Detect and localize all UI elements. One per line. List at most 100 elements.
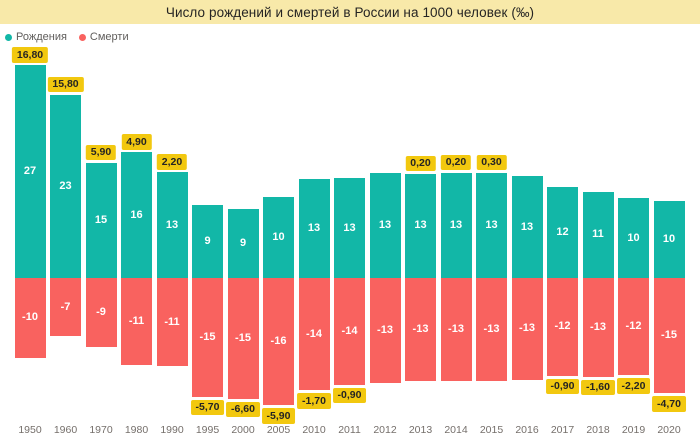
deaths-value-label: -7 — [60, 300, 71, 313]
births-value-label: 10 — [272, 231, 285, 244]
x-axis-year-label: 1980 — [124, 424, 149, 436]
births-bar[interactable]: 13 — [334, 178, 365, 278]
deaths-bar[interactable]: -14 — [298, 278, 330, 391]
natural-increase-badge: -6,60 — [226, 401, 260, 418]
births-value-label: 13 — [165, 218, 179, 231]
births-bar[interactable]: 13 — [156, 172, 188, 278]
births-bar[interactable]: 27 — [14, 65, 46, 278]
deaths-bar[interactable]: -12 — [618, 278, 649, 376]
births-legend-dot-icon — [5, 33, 12, 41]
x-axis-year-label: 1960 — [53, 424, 78, 436]
deaths-bar[interactable]: -14 — [334, 278, 365, 385]
x-axis-year-label: 1990 — [160, 424, 184, 436]
deaths-value-label: -15 — [661, 329, 677, 342]
natural-increase-badge: 2,20 — [156, 154, 188, 170]
births-bar[interactable]: 13 — [369, 172, 401, 278]
deaths-bar[interactable]: -11 — [121, 278, 152, 365]
births-bar[interactable]: 23 — [50, 94, 81, 278]
x-axis-year-label: 1970 — [89, 424, 113, 436]
x-axis-year-label: 2018 — [586, 424, 610, 436]
natural-increase-badge: 0,30 — [476, 154, 507, 171]
births-value-label: 13 — [449, 218, 463, 231]
deaths-value-label: -13 — [519, 322, 535, 335]
births-bar[interactable]: 10 — [653, 200, 685, 278]
births-bar[interactable]: 13 — [405, 173, 436, 278]
births-bar[interactable]: 13 — [476, 172, 507, 278]
natural-increase-badge: 0,20 — [440, 154, 472, 171]
deaths-bar[interactable]: -13 — [440, 278, 472, 382]
deaths-bar[interactable]: -15 — [653, 278, 685, 394]
natural-increase-badge: -2,20 — [616, 378, 651, 394]
natural-increase-badge: -1,70 — [297, 393, 331, 409]
births-bar[interactable]: 9 — [192, 204, 223, 278]
births-value-label: 13 — [378, 218, 392, 231]
deaths-bar[interactable]: -13 — [476, 278, 507, 381]
deaths-value-label: -11 — [128, 314, 145, 327]
births-value-label: 13 — [343, 221, 356, 234]
natural-increase-badge: -5,90 — [261, 408, 296, 424]
deaths-value-label: -13 — [412, 322, 429, 335]
x-axis-year-label: 1995 — [195, 424, 220, 436]
legend: Рождения Смерти — [5, 31, 129, 43]
x-axis-year-label: 2016 — [515, 424, 539, 436]
x-axis-year-label: 2000 — [231, 424, 255, 436]
births-value-label: 13 — [307, 222, 321, 235]
births-value-label: 9 — [204, 234, 211, 247]
deaths-bar[interactable]: -15 — [227, 278, 259, 399]
x-axis-year-label: 1950 — [18, 424, 42, 436]
deaths-bar[interactable]: -13 — [582, 278, 614, 377]
births-bar[interactable]: 13 — [440, 172, 472, 278]
deaths-value-label: -15 — [199, 330, 216, 343]
natural-increase-badge: 4,90 — [121, 134, 152, 150]
x-axis-year-label: 2020 — [657, 424, 681, 436]
births-bar[interactable]: 16 — [121, 152, 152, 278]
deaths-value-label: -12 — [554, 320, 571, 333]
x-axis-year-label: 2005 — [266, 424, 291, 436]
legend-label-births: Рождения — [16, 31, 67, 43]
births-bar[interactable]: 11 — [582, 191, 614, 278]
deaths-bar[interactable]: -13 — [405, 278, 436, 381]
deaths-bar[interactable]: -15 — [192, 278, 223, 397]
natural-increase-badge: 15,80 — [47, 76, 84, 93]
births-value-label: 27 — [23, 165, 37, 178]
births-value-label: 13 — [520, 220, 534, 233]
births-value-label: 9 — [239, 237, 247, 250]
births-value-label: 23 — [59, 179, 72, 192]
births-bar[interactable]: 10 — [263, 197, 294, 278]
births-value-label: 10 — [627, 231, 640, 244]
chart-title-bar: Число рождений и смертей в России на 100… — [0, 0, 700, 24]
births-bar[interactable]: 10 — [618, 198, 649, 278]
deaths-value-label: -15 — [235, 331, 251, 344]
births-bar[interactable]: 13 — [298, 179, 330, 278]
deaths-bar[interactable]: -13 — [369, 278, 401, 384]
natural-increase-badge: -4,70 — [652, 396, 686, 412]
deaths-value-label: -16 — [270, 335, 287, 348]
births-bar[interactable]: 13 — [511, 176, 543, 278]
deaths-bar[interactable]: -10 — [14, 278, 46, 358]
deaths-value-label: -14 — [341, 324, 358, 337]
births-bar[interactable]: 9 — [227, 209, 259, 278]
births-bar[interactable]: 15 — [85, 162, 117, 278]
births-value-label: 13 — [485, 218, 498, 231]
natural-increase-badge: -0,90 — [332, 387, 367, 404]
legend-item-births[interactable]: Рождения — [5, 31, 67, 43]
natural-increase-badge: -5,70 — [190, 399, 225, 415]
legend-item-deaths[interactable]: Смерти — [78, 31, 129, 43]
legend-label-deaths: Смерти — [89, 31, 129, 43]
x-axis-year-label: 2013 — [408, 424, 433, 436]
deaths-bar[interactable]: -9 — [85, 278, 117, 347]
natural-increase-badge: -1,60 — [581, 379, 615, 396]
deaths-value-label: -13 — [377, 324, 393, 337]
deaths-bar[interactable]: -12 — [547, 278, 578, 376]
deaths-bar[interactable]: -11 — [156, 278, 188, 367]
natural-increase-badge: 0,20 — [405, 155, 436, 172]
births-bar[interactable]: 12 — [547, 187, 578, 278]
natural-increase-badge: 16,80 — [11, 47, 49, 63]
deaths-bar[interactable]: -7 — [50, 278, 81, 337]
deaths-bar[interactable]: -16 — [263, 278, 294, 406]
deaths-bar[interactable]: -13 — [511, 278, 543, 380]
natural-increase-badge: -0,90 — [545, 378, 580, 395]
deaths-value-label: -13 — [483, 322, 500, 335]
